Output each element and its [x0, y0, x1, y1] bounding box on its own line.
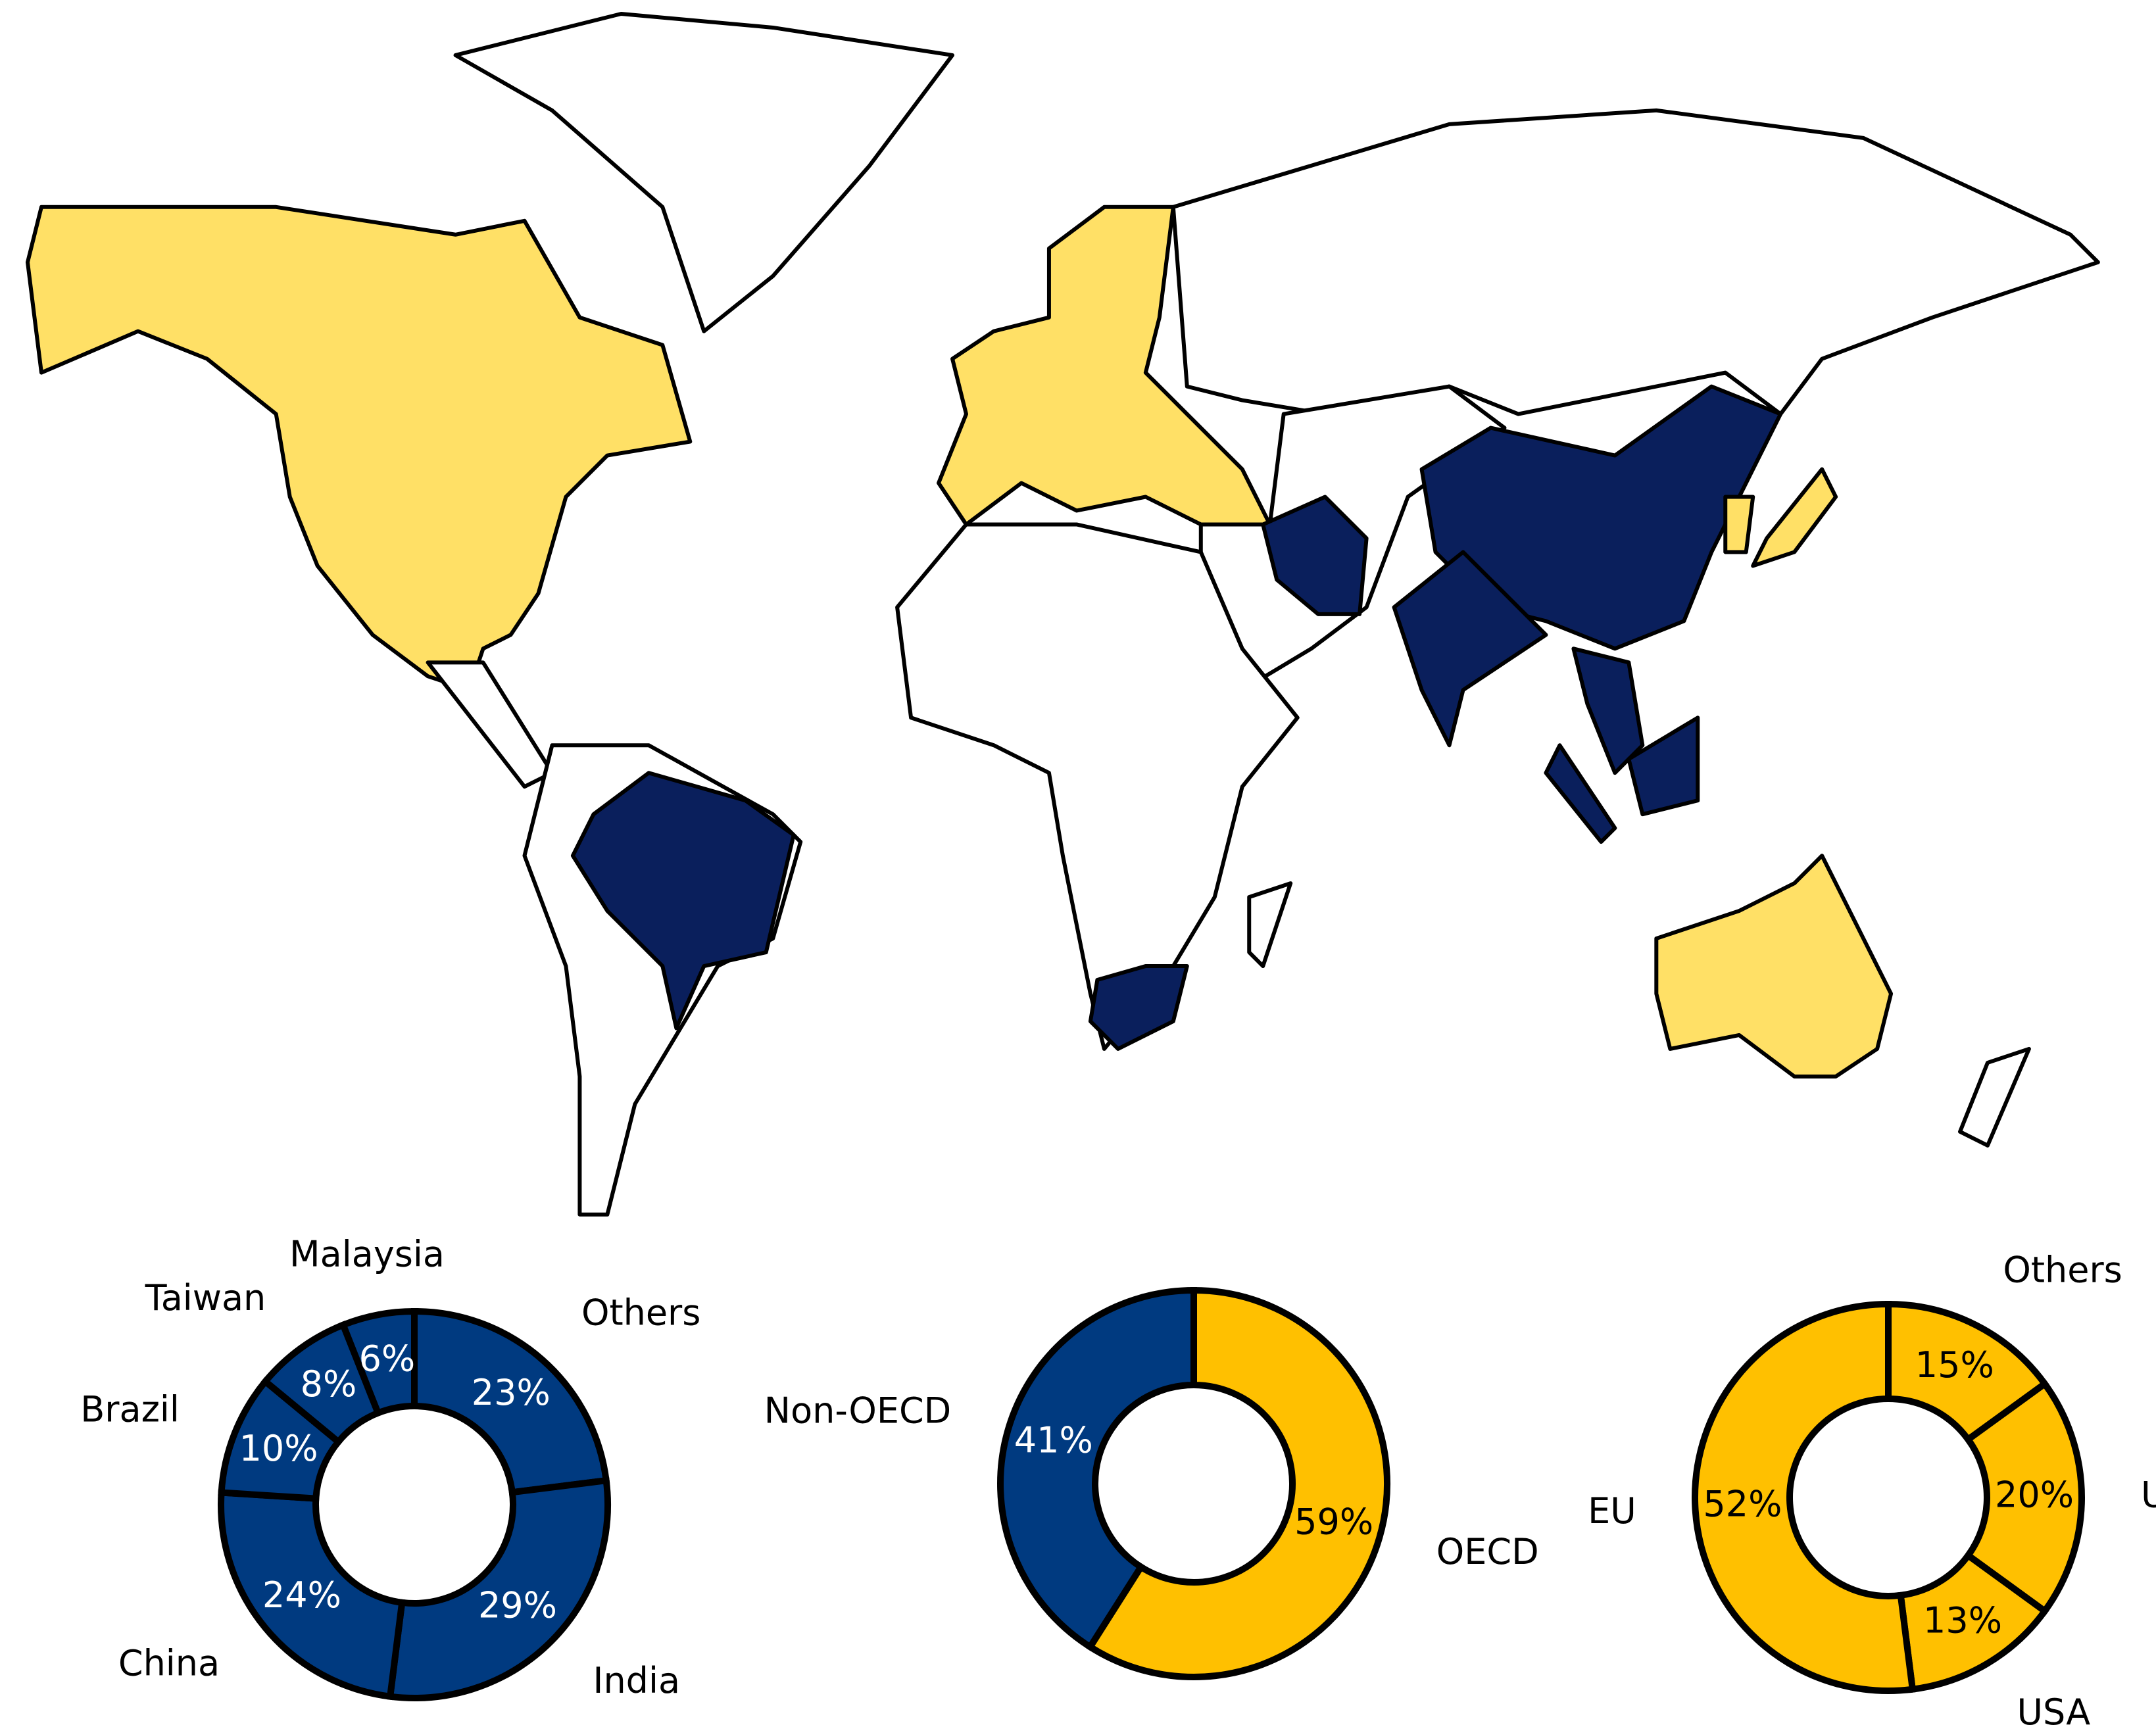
- value-label: 20%: [1995, 1474, 2074, 1516]
- category-label: EU: [1588, 1490, 1636, 1532]
- donut-slice: [218, 1489, 406, 1701]
- southeast-asia: [1573, 648, 1642, 773]
- category-label: India: [593, 1660, 681, 1701]
- south-africa: [1090, 966, 1187, 1049]
- africa: [897, 524, 1298, 1048]
- donut-slice: [1692, 1300, 1917, 1694]
- category-label: USA: [2017, 1691, 2090, 1725]
- category-label: Malaysia: [289, 1233, 445, 1275]
- value-label: 13%: [1923, 1600, 2002, 1641]
- value-label: 6%: [359, 1338, 416, 1380]
- north-america: [28, 207, 690, 691]
- brazil: [573, 773, 794, 1028]
- donut-slice: [1885, 1300, 2049, 1444]
- category-label: Others: [581, 1292, 700, 1334]
- donut-slice: [386, 1476, 611, 1701]
- value-label: 52%: [1703, 1484, 1782, 1525]
- central-america: [428, 662, 552, 787]
- category-label: Non-OECD: [764, 1390, 952, 1432]
- iran: [1263, 497, 1366, 614]
- value-label: 29%: [478, 1585, 557, 1626]
- japan: [1753, 470, 1836, 566]
- value-label: 8%: [301, 1363, 357, 1405]
- europe: [939, 207, 1270, 525]
- india: [1394, 552, 1546, 745]
- donut-slice: [1963, 1379, 2085, 1616]
- world-map: [28, 14, 2098, 1215]
- borneo: [1629, 717, 1698, 814]
- donut-slice: [1085, 1286, 1390, 1680]
- value-label: 41%: [1014, 1420, 1093, 1461]
- category-label: UK: [2141, 1474, 2156, 1516]
- australia: [1656, 856, 1891, 1077]
- category-label: Others: [2003, 1249, 2122, 1290]
- value-label: 10%: [239, 1428, 318, 1469]
- donut-slice: [997, 1286, 1197, 1652]
- russia-asia: [1173, 110, 2098, 414]
- value-label: 24%: [262, 1574, 341, 1616]
- category-label: Taiwan: [145, 1277, 266, 1319]
- value-label: 59%: [1294, 1501, 1373, 1543]
- value-label: 23%: [472, 1372, 551, 1413]
- category-label: Brazil: [80, 1388, 180, 1430]
- donut-slice: [339, 1307, 418, 1418]
- sumatra: [1546, 745, 1615, 842]
- new-zealand: [1960, 1049, 2029, 1146]
- madagascar: [1249, 883, 1290, 966]
- value-label: 15%: [1915, 1344, 1994, 1386]
- korea: [1725, 497, 1753, 552]
- category-label: China: [118, 1642, 220, 1684]
- greenland: [456, 14, 952, 331]
- category-label: OECD: [1436, 1531, 1539, 1572]
- donut-slice: [411, 1307, 610, 1496]
